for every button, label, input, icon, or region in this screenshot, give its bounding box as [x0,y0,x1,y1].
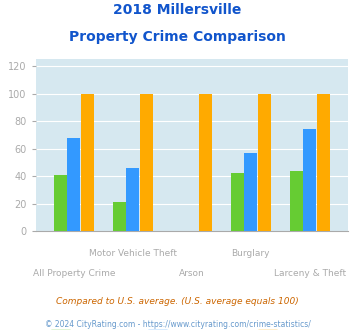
Text: Burglary: Burglary [231,249,270,258]
Bar [67,138,80,231]
Text: Motor Vehicle Theft: Motor Vehicle Theft [89,249,177,258]
Text: All Property Crime: All Property Crime [33,269,115,278]
Bar [258,94,271,231]
Bar [81,94,94,231]
Text: © 2024 CityRating.com - https://www.cityrating.com/crime-statistics/: © 2024 CityRating.com - https://www.city… [45,320,310,329]
Text: Arson: Arson [179,269,204,278]
Bar [303,129,316,231]
Bar [140,94,153,231]
Text: Property Crime Comparison: Property Crime Comparison [69,30,286,44]
Text: Compared to U.S. average. (U.S. average equals 100): Compared to U.S. average. (U.S. average … [56,297,299,306]
Bar [290,171,302,231]
Bar [126,168,139,231]
Bar [199,94,212,231]
Bar [244,153,257,231]
Bar [54,175,67,231]
Bar [317,94,330,231]
Bar [113,202,126,231]
Text: Larceny & Theft: Larceny & Theft [273,269,346,278]
Bar [231,173,244,231]
Text: 2018 Millersville: 2018 Millersville [113,3,242,17]
Legend: Millersville, Pennsylvania, National: Millersville, Pennsylvania, National [47,325,336,330]
